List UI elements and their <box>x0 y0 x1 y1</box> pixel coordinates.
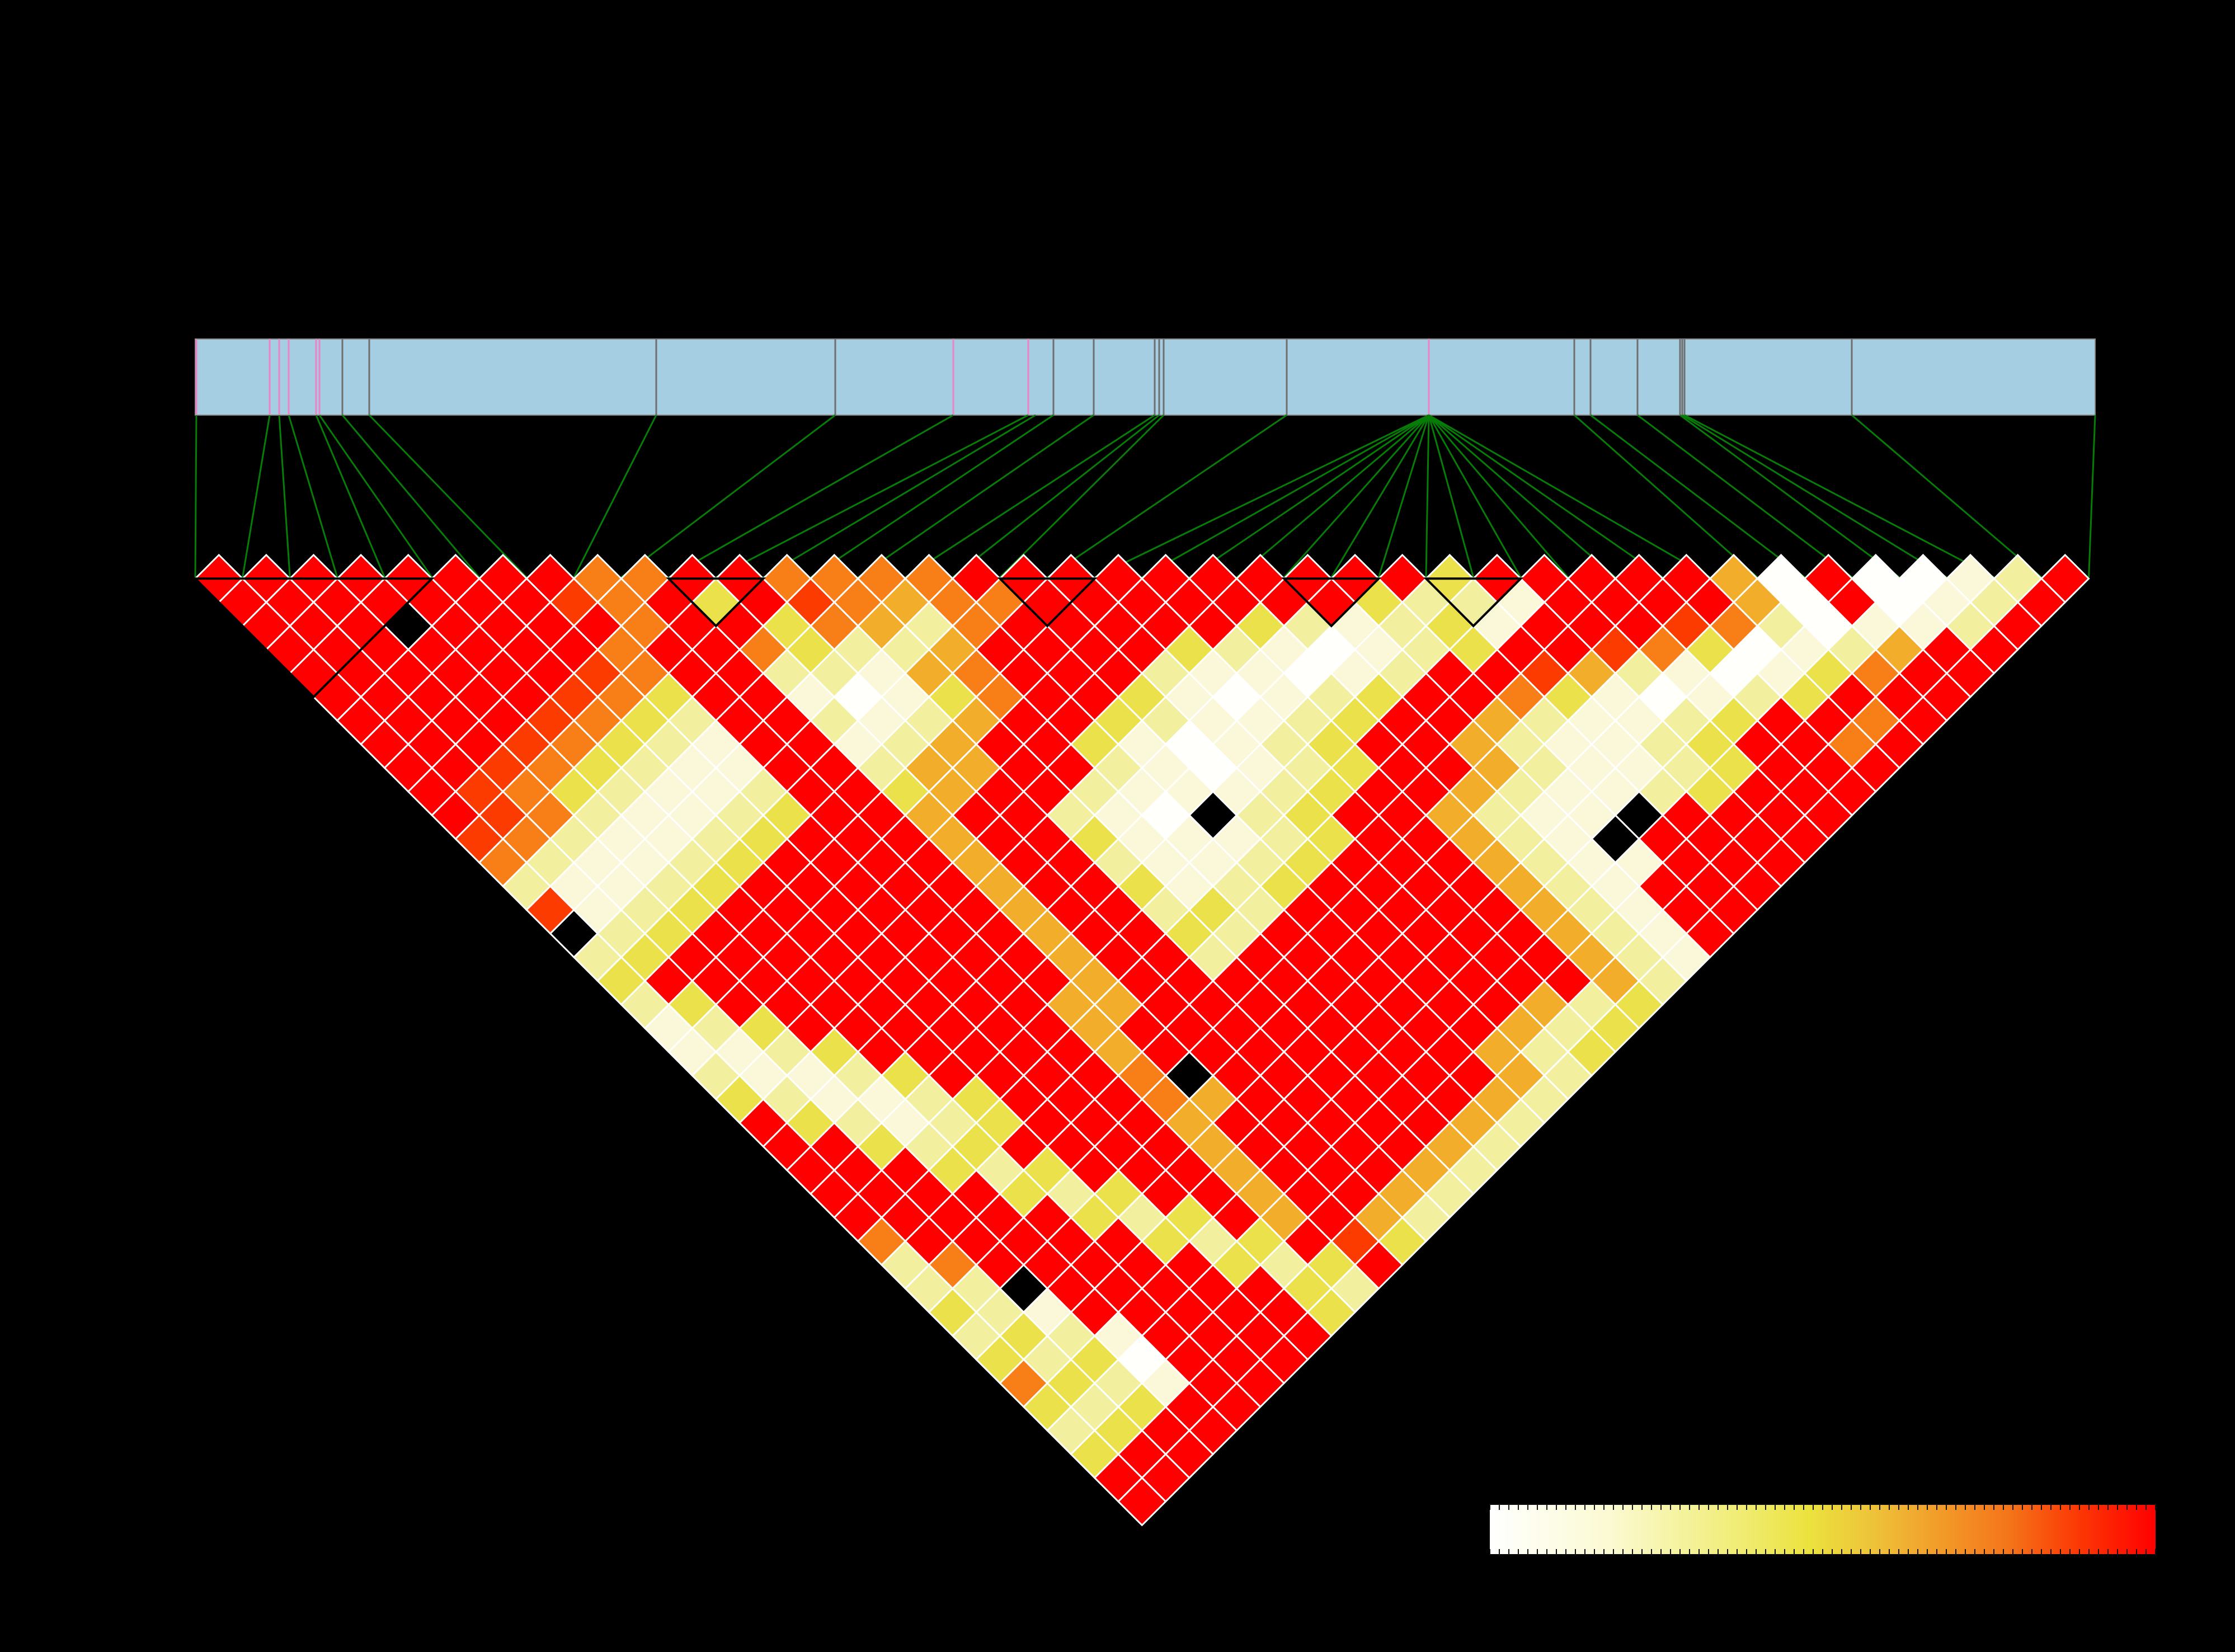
connector-line <box>1141 414 1429 578</box>
connector-line <box>1428 414 1663 578</box>
connector-line <box>1377 415 1430 578</box>
connector-line <box>2088 415 2096 578</box>
connector-line <box>1684 414 1995 578</box>
connector-line <box>1590 414 1805 578</box>
connector-line <box>810 414 1054 578</box>
connector-line <box>368 414 528 578</box>
ld-block-outline <box>1423 577 1524 628</box>
connector-line <box>278 415 291 578</box>
connector-line <box>1094 414 1429 578</box>
color-scale-legend <box>1489 1504 2156 1555</box>
ld-cell <box>1117 1476 1167 1527</box>
connector-line <box>288 415 338 578</box>
connector-line <box>573 415 657 578</box>
connector-line <box>1428 414 1616 578</box>
connector-line <box>716 414 1029 578</box>
connector-line <box>315 415 385 578</box>
connector-line <box>242 415 271 578</box>
connector-line <box>1428 415 1569 578</box>
connector-line <box>1682 414 1947 578</box>
connector-line <box>1189 414 1429 578</box>
connector-line <box>1428 415 1522 578</box>
connector-line <box>318 415 433 578</box>
connector-line <box>1679 414 1900 578</box>
ld-block-outline <box>1281 577 1382 628</box>
connector-line <box>620 414 836 578</box>
ld-block-outline <box>192 577 435 699</box>
connector-line <box>1637 414 1853 578</box>
legend-bar <box>1490 1505 2156 1554</box>
snp-position-connectors <box>194 414 2096 578</box>
connector-line <box>857 414 1094 578</box>
connector-line <box>1425 415 1430 578</box>
ld-block-outline <box>666 577 766 628</box>
connector-line <box>905 414 1155 578</box>
connector-line <box>1428 414 1711 578</box>
connector-line <box>999 414 1165 578</box>
connector-line <box>952 414 1160 578</box>
genomic-region-track <box>195 338 2096 416</box>
ld-block-outline <box>997 577 1098 628</box>
connector-line <box>1047 414 1287 578</box>
connector-line <box>1236 414 1429 578</box>
connector-line <box>1330 415 1430 578</box>
connector-line <box>763 414 1036 578</box>
connector-line <box>1283 415 1430 578</box>
connector-line <box>341 415 480 578</box>
connector-line <box>1851 414 2042 578</box>
connector-line <box>1428 415 1475 578</box>
region-bar <box>195 338 2096 416</box>
connector-line <box>668 414 954 578</box>
connector-line <box>1574 414 1758 578</box>
connector-line <box>194 415 197 578</box>
ld-block-outlines <box>192 577 1524 699</box>
